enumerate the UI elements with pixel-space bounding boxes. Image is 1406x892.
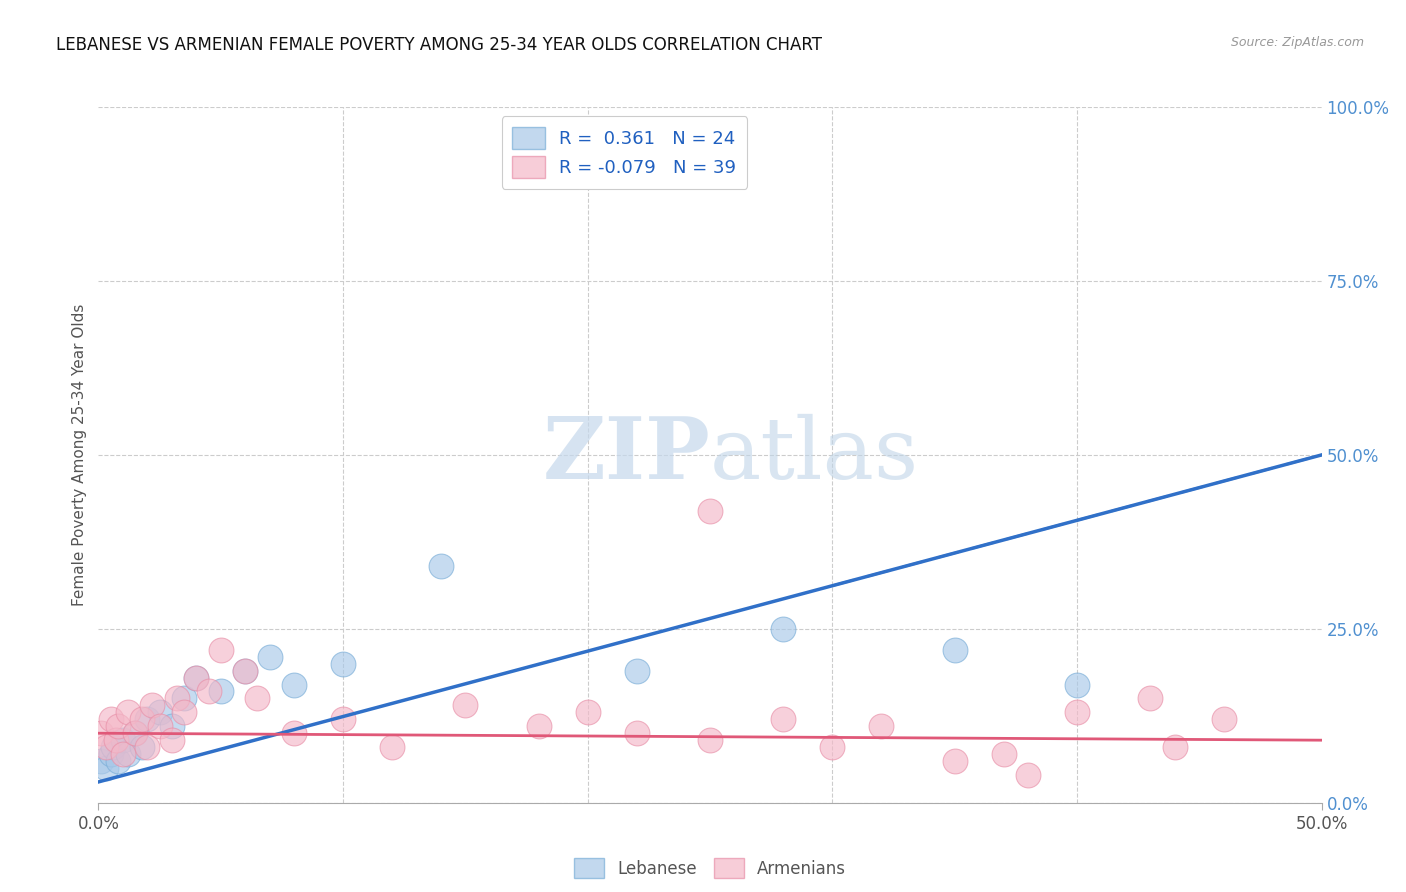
Point: [1066, 706, 1088, 720]
Text: LEBANESE VS ARMENIAN FEMALE POVERTY AMONG 25-34 YEAR OLDS CORRELATION CHART: LEBANESE VS ARMENIAN FEMALE POVERTY AMON…: [56, 36, 823, 54]
Point: [111, 733, 134, 747]
Point: [772, 622, 794, 636]
Point: [136, 740, 159, 755]
Point: [283, 677, 305, 691]
Point: [233, 664, 256, 678]
Point: [173, 691, 195, 706]
Point: [233, 664, 256, 678]
Point: [332, 657, 354, 671]
Point: [136, 712, 159, 726]
Point: [626, 664, 648, 678]
Point: [131, 712, 153, 726]
Point: [141, 698, 163, 713]
Point: [117, 747, 139, 761]
Point: [576, 706, 599, 720]
Point: [94, 761, 117, 775]
Point: [90, 726, 112, 740]
Point: [1017, 768, 1039, 782]
Point: [100, 712, 122, 726]
Point: [626, 726, 648, 740]
Legend: Lebanese, Armenians: Lebanese, Armenians: [568, 851, 852, 885]
Point: [186, 671, 208, 685]
Point: [1066, 677, 1088, 691]
Point: [149, 706, 172, 720]
Point: [160, 719, 183, 733]
Point: [1164, 740, 1187, 755]
Point: [107, 754, 129, 768]
Point: [107, 719, 129, 733]
Point: [160, 733, 183, 747]
Point: [209, 642, 232, 657]
Point: [381, 740, 404, 755]
Text: ZIP: ZIP: [543, 413, 710, 497]
Point: [943, 754, 966, 768]
Point: [772, 712, 794, 726]
Point: [454, 698, 477, 713]
Point: [186, 671, 208, 685]
Text: atlas: atlas: [710, 413, 920, 497]
Point: [246, 691, 269, 706]
Point: [131, 740, 153, 755]
Point: [283, 726, 305, 740]
Point: [430, 559, 453, 574]
Point: [90, 754, 112, 768]
Point: [821, 740, 844, 755]
Point: [111, 747, 134, 761]
Point: [527, 719, 550, 733]
Point: [1139, 691, 1161, 706]
Point: [173, 706, 195, 720]
Point: [870, 719, 893, 733]
Y-axis label: Female Poverty Among 25-34 Year Olds: Female Poverty Among 25-34 Year Olds: [72, 304, 87, 606]
Point: [117, 706, 139, 720]
Point: [699, 503, 721, 517]
Point: [943, 642, 966, 657]
Point: [209, 684, 232, 698]
Point: [1212, 712, 1234, 726]
Point: [101, 740, 124, 755]
Point: [124, 726, 146, 740]
Text: Source: ZipAtlas.com: Source: ZipAtlas.com: [1230, 36, 1364, 49]
Point: [699, 733, 721, 747]
Point: [332, 712, 354, 726]
Point: [259, 649, 281, 664]
Point: [124, 726, 146, 740]
Point: [166, 691, 188, 706]
Point: [104, 733, 127, 747]
Point: [100, 747, 122, 761]
Point: [94, 740, 117, 755]
Point: [197, 684, 219, 698]
Point: [993, 747, 1015, 761]
Point: [149, 719, 172, 733]
